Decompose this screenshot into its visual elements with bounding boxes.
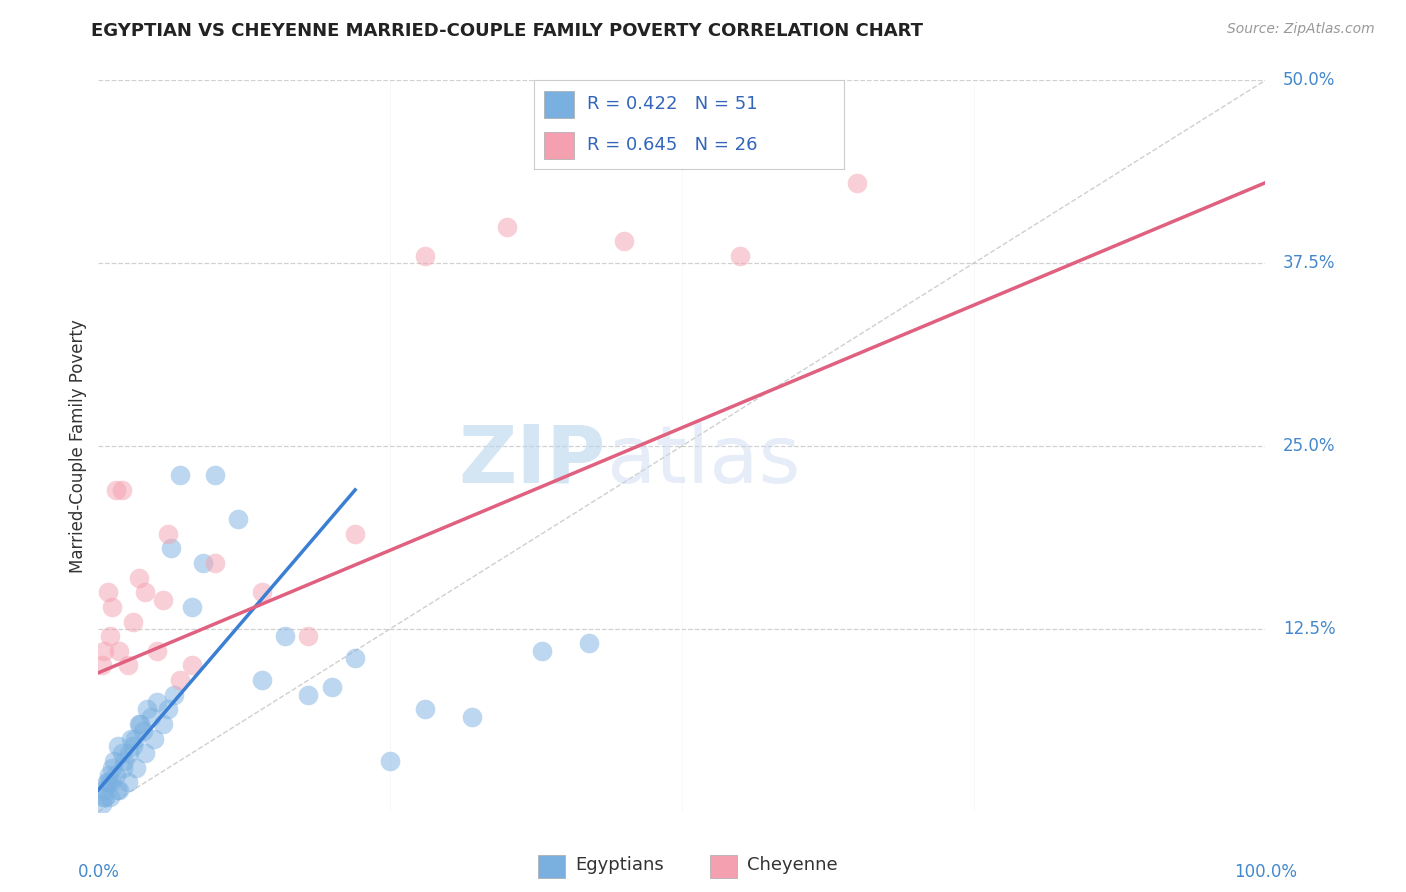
Point xyxy=(97,775,120,789)
Point xyxy=(496,219,519,234)
Text: 25.0%: 25.0% xyxy=(1282,437,1336,455)
Point xyxy=(107,739,129,753)
Point xyxy=(104,768,127,782)
Text: ZIP: ZIP xyxy=(458,422,606,500)
Point xyxy=(250,673,273,687)
Point xyxy=(530,644,553,658)
Point xyxy=(101,761,124,775)
Point xyxy=(97,768,120,782)
FancyBboxPatch shape xyxy=(544,91,575,118)
FancyBboxPatch shape xyxy=(544,132,575,159)
Point xyxy=(108,644,131,658)
Point xyxy=(128,717,150,731)
Point xyxy=(228,512,250,526)
Point xyxy=(157,702,180,716)
Text: 50.0%: 50.0% xyxy=(1282,71,1336,89)
Point xyxy=(103,754,125,768)
Point xyxy=(132,724,155,739)
Point xyxy=(193,556,215,570)
Point xyxy=(157,526,180,541)
Point xyxy=(846,176,869,190)
Point xyxy=(380,754,402,768)
Text: atlas: atlas xyxy=(606,422,800,500)
Point xyxy=(111,746,134,760)
Point xyxy=(321,681,343,695)
Point xyxy=(152,592,174,607)
Point xyxy=(152,717,174,731)
Point xyxy=(461,709,484,723)
Point xyxy=(274,629,297,643)
Point xyxy=(204,468,226,483)
Text: R = 0.422   N = 51: R = 0.422 N = 51 xyxy=(586,95,758,113)
Point xyxy=(90,658,112,673)
Point xyxy=(98,629,121,643)
Point xyxy=(122,615,145,629)
Point xyxy=(143,731,166,746)
Point xyxy=(134,585,156,599)
Text: EGYPTIAN VS CHEYENNE MARRIED-COUPLE FAMILY POVERTY CORRELATION CHART: EGYPTIAN VS CHEYENNE MARRIED-COUPLE FAMI… xyxy=(91,22,924,40)
Point xyxy=(90,797,112,812)
Point xyxy=(612,234,634,248)
Point xyxy=(118,746,141,760)
Point xyxy=(146,695,169,709)
Point xyxy=(180,599,202,614)
Point xyxy=(93,782,115,797)
Text: Egyptians: Egyptians xyxy=(575,856,664,874)
Text: Source: ZipAtlas.com: Source: ZipAtlas.com xyxy=(1227,22,1375,37)
Text: 12.5%: 12.5% xyxy=(1282,620,1336,638)
Point xyxy=(297,688,319,702)
Point xyxy=(578,636,600,650)
Point xyxy=(169,673,191,687)
FancyBboxPatch shape xyxy=(710,855,737,878)
Point xyxy=(98,790,121,805)
Y-axis label: Married-Couple Family Poverty: Married-Couple Family Poverty xyxy=(69,319,87,573)
Text: 0.0%: 0.0% xyxy=(77,863,120,881)
Point xyxy=(139,709,162,723)
Point xyxy=(111,761,134,775)
Text: Cheyenne: Cheyenne xyxy=(747,856,838,874)
Point xyxy=(344,526,367,541)
FancyBboxPatch shape xyxy=(537,855,565,878)
Point xyxy=(159,541,181,556)
Point xyxy=(117,775,139,789)
Point xyxy=(146,644,169,658)
Point xyxy=(413,702,436,716)
Point xyxy=(111,483,134,497)
Point xyxy=(108,782,131,797)
Point xyxy=(250,585,273,599)
Point xyxy=(101,599,124,614)
Point xyxy=(112,754,135,768)
Point xyxy=(104,483,127,497)
Point xyxy=(117,658,139,673)
Point xyxy=(344,651,367,665)
Text: 100.0%: 100.0% xyxy=(1234,863,1296,881)
Point xyxy=(91,790,114,805)
Point xyxy=(169,468,191,483)
Point xyxy=(180,658,202,673)
Point xyxy=(730,249,752,263)
Text: R = 0.645   N = 26: R = 0.645 N = 26 xyxy=(586,136,758,154)
Point xyxy=(136,702,159,716)
Point xyxy=(204,556,226,570)
Point xyxy=(94,790,117,805)
Point xyxy=(97,585,120,599)
Text: 37.5%: 37.5% xyxy=(1282,254,1336,272)
Point xyxy=(96,775,118,789)
Point xyxy=(120,731,142,746)
Point xyxy=(163,688,186,702)
Point xyxy=(105,782,128,797)
Point xyxy=(93,644,115,658)
Point xyxy=(134,746,156,760)
Point xyxy=(413,249,436,263)
Point xyxy=(129,717,152,731)
Point xyxy=(124,731,146,746)
Point xyxy=(125,761,148,775)
Point xyxy=(297,629,319,643)
Point xyxy=(122,739,145,753)
Point xyxy=(100,775,122,789)
Point xyxy=(128,571,150,585)
